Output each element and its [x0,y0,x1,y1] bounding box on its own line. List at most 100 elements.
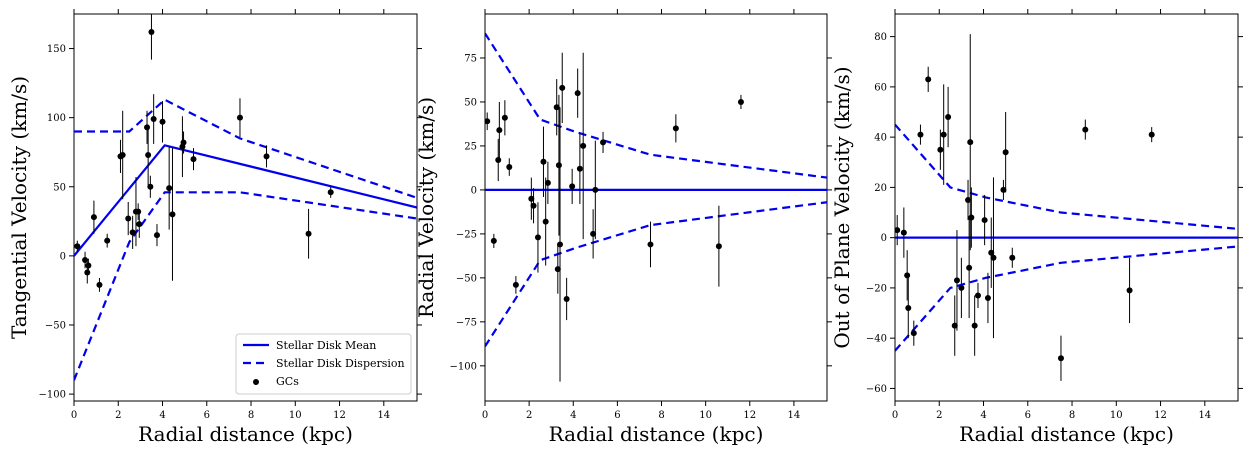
gc-point [737,98,744,105]
gc-point [490,237,497,244]
gc-point [96,281,103,288]
gc-point [534,234,541,241]
stellar-disk-dispersion-lower [895,245,1238,352]
gc-point [85,262,92,269]
x-tick-label: 14 [1198,410,1211,421]
x-tick-label: 12 [333,410,346,421]
gc-point [544,179,551,186]
gc-point [1002,149,1009,156]
y-tick-label: 60 [874,82,887,93]
legend: Stellar Disk Mean Stellar Disk Dispersion… [235,333,412,395]
gc-point [965,196,972,203]
x-tick-label: 8 [1069,410,1075,421]
gc-point [145,151,152,158]
gc-point [305,230,312,237]
gc-point [958,284,965,291]
gc-point [150,116,157,123]
x-tick-label: 8 [658,410,664,421]
y-tick-label: −50 [45,320,66,331]
gc-point [74,243,81,250]
gc-point [1148,131,1155,138]
y-axis-label: Out of Plane Velocity (km/s) [830,66,854,348]
gc-point [263,153,270,160]
x-tick-label: 12 [743,410,756,421]
gc-point [937,146,944,153]
gc-point [554,266,561,273]
x-axis-label: Radial distance (kpc) [959,422,1174,446]
gc-point [555,162,562,169]
gc-point [945,114,952,121]
y-tick-label: 75 [464,53,477,64]
y-axis-label: Radial Velocity (km/s) [414,97,438,318]
legend-box [235,333,412,395]
gc-point [951,322,958,329]
y-tick-label: 40 [874,133,887,144]
gc-point [967,139,974,146]
x-tick-label: 4 [159,410,165,421]
x-tick-label: 6 [614,410,620,421]
y-tick-label: −100 [39,390,66,401]
gc-point [971,322,978,329]
x-tick-label: 6 [1025,410,1031,421]
gc-point [528,195,535,202]
gc-point [647,241,654,248]
gc-point [104,237,111,244]
gc-point [559,84,566,91]
gc-point [1126,287,1133,294]
gc-point [159,118,166,125]
gc-point [1009,254,1016,261]
gc-point [144,124,151,131]
gc-point [557,241,564,248]
gc-point [917,131,924,138]
x-axis-label: Radial distance (kpc) [138,422,353,446]
stellar-disk-dispersion-lower [485,201,827,348]
panel-radial: 0 2 4 6 8 10 12 14 −100 −75 −50 −25 0 25 50 75 Radial di… [414,9,832,446]
gc-point [501,114,508,121]
x-tick-label: 4 [570,410,576,421]
gc-point [900,229,907,236]
stellar-disk-dispersion-upper [485,32,827,179]
gc-point [966,264,973,271]
plot-area [485,32,827,382]
gc-point [530,202,537,209]
gc-point [580,142,587,149]
legend-gc-swatch [253,379,259,385]
x-tick-label: 10 [1110,410,1123,421]
y-tick-label: 0 [60,251,66,262]
axes-frame [894,13,1239,402]
x-tick-label: 2 [115,410,121,421]
gc-point [542,218,549,225]
stellar-disk-mean-line [74,144,417,257]
stellar-disk-dispersion-lower [74,191,417,381]
gc-point [592,186,599,193]
gc-point [495,157,502,164]
gc-point [147,183,154,190]
gc-point [569,183,576,190]
x-tick-label: 14 [377,410,390,421]
legend-entry: Stellar Disk Dispersion [276,357,405,370]
x-tick-label: 0 [482,410,488,421]
x-tick-label: 2 [526,410,532,421]
gc-point [153,232,160,239]
gc-point [190,156,197,163]
gc-point [895,227,901,234]
x-tick-label: 6 [204,410,210,421]
panel-tangential: 0 2 4 6 8 10 12 14 −100 −50 0 50 100 150 Radial distan… [7,9,422,446]
y-tick-label: 50 [53,182,66,193]
x-tick-label: 8 [248,410,254,421]
gc-point [1000,186,1007,193]
gc-point [988,249,995,256]
axes-frame [484,13,828,402]
gc-point [496,127,503,134]
y-tick-label: −60 [866,384,887,395]
gc-point [90,214,97,221]
gc-point [84,269,91,276]
gc-point [984,294,991,301]
gc-point [180,139,187,146]
gc-point [905,305,912,312]
x-tick-label: 0 [71,410,77,421]
gc-point [129,229,136,236]
y-tick-label: −75 [456,317,477,328]
gc-point [925,76,932,83]
y-axis-label: Tangential Velocity (km/s) [7,76,31,339]
